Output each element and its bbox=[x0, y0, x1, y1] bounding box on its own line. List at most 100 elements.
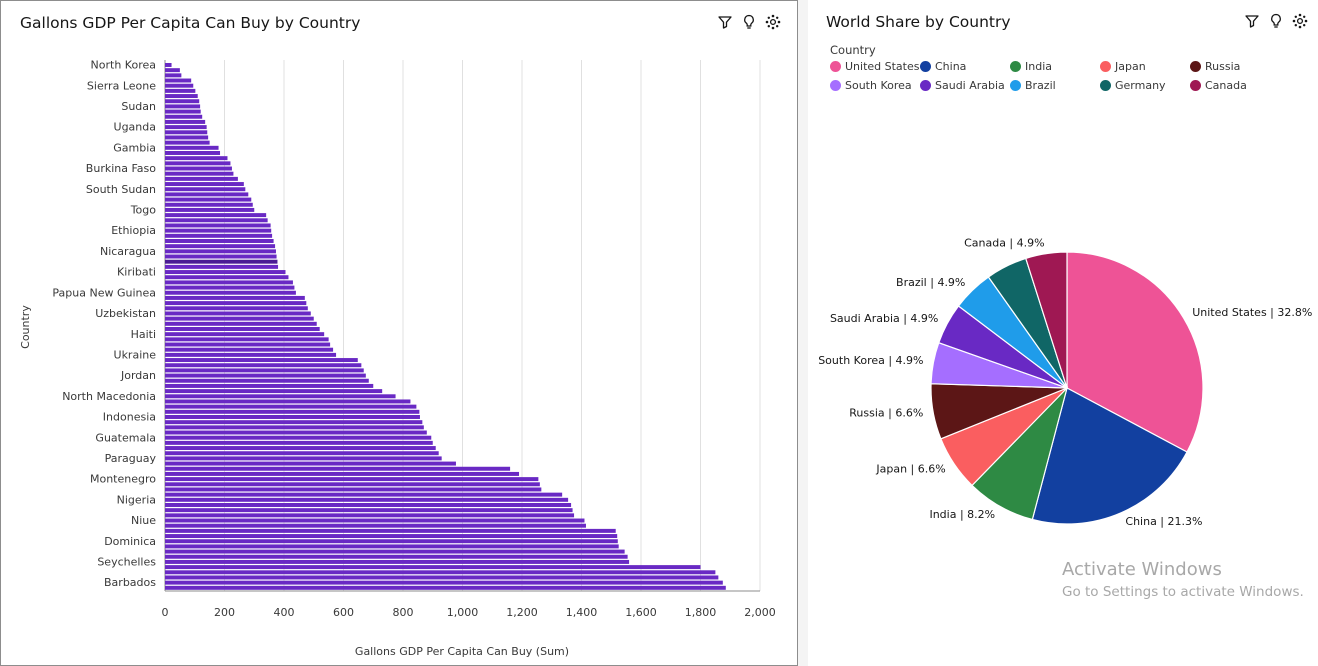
bar[interactable] bbox=[165, 477, 539, 482]
bar[interactable] bbox=[165, 430, 427, 435]
bar[interactable] bbox=[165, 306, 308, 311]
bar[interactable] bbox=[165, 130, 208, 135]
bar[interactable] bbox=[165, 223, 271, 228]
bar[interactable] bbox=[165, 135, 209, 140]
bar[interactable] bbox=[165, 337, 329, 342]
bar[interactable] bbox=[165, 94, 198, 99]
bar[interactable] bbox=[165, 290, 296, 295]
bar[interactable] bbox=[165, 151, 221, 155]
bar[interactable] bbox=[165, 270, 286, 275]
bar[interactable] bbox=[165, 207, 255, 212]
bar[interactable] bbox=[165, 187, 246, 192]
pie-slice[interactable] bbox=[987, 257, 1068, 389]
bar[interactable] bbox=[165, 482, 540, 487]
bar[interactable] bbox=[165, 182, 244, 187]
bar[interactable] bbox=[165, 352, 337, 357]
bar[interactable] bbox=[165, 197, 252, 202]
bar[interactable] bbox=[165, 565, 701, 570]
bar[interactable] bbox=[165, 99, 200, 104]
bar[interactable] bbox=[165, 559, 630, 564]
bar[interactable] bbox=[165, 415, 420, 419]
bar[interactable] bbox=[165, 228, 272, 233]
legend-item[interactable]: China bbox=[920, 60, 1010, 73]
pie-slice[interactable] bbox=[930, 383, 1068, 440]
legend-item[interactable]: Saudi Arabia bbox=[920, 79, 1010, 92]
legend-item[interactable]: Brazil bbox=[1010, 79, 1100, 92]
legend-item[interactable]: South Korea bbox=[830, 79, 920, 92]
bar[interactable] bbox=[165, 518, 585, 523]
bar[interactable] bbox=[165, 534, 618, 539]
bar[interactable] bbox=[165, 109, 201, 114]
bar[interactable] bbox=[165, 378, 369, 383]
pie-slice[interactable] bbox=[1025, 251, 1068, 389]
pie-slice[interactable] bbox=[971, 385, 1069, 521]
bar[interactable] bbox=[165, 383, 374, 388]
bar[interactable] bbox=[165, 218, 268, 223]
bar[interactable] bbox=[165, 508, 573, 513]
bar[interactable] bbox=[165, 233, 273, 238]
bar[interactable] bbox=[165, 301, 307, 306]
bar[interactable] bbox=[165, 295, 305, 300]
bar[interactable] bbox=[165, 440, 433, 445]
bar[interactable] bbox=[165, 363, 362, 368]
bar[interactable] bbox=[165, 471, 520, 476]
bar[interactable] bbox=[165, 544, 619, 549]
bar[interactable] bbox=[165, 73, 182, 78]
bar[interactable] bbox=[165, 461, 456, 466]
bar[interactable] bbox=[165, 466, 511, 471]
bar[interactable] bbox=[165, 275, 289, 280]
legend-item[interactable]: Canada bbox=[1190, 79, 1280, 92]
bar[interactable] bbox=[165, 176, 238, 181]
bar[interactable] bbox=[165, 585, 726, 590]
bar[interactable] bbox=[165, 78, 192, 83]
bar[interactable] bbox=[165, 192, 249, 197]
bar[interactable] bbox=[165, 239, 274, 243]
bar[interactable] bbox=[165, 503, 572, 507]
bar[interactable] bbox=[165, 373, 366, 378]
pie-slice[interactable] bbox=[940, 387, 1068, 487]
bar[interactable] bbox=[165, 389, 383, 394]
bar[interactable] bbox=[165, 311, 311, 316]
bar[interactable] bbox=[165, 446, 436, 451]
bar[interactable] bbox=[165, 368, 364, 373]
bar[interactable] bbox=[165, 332, 325, 337]
bar[interactable] bbox=[165, 554, 628, 559]
pie-slice[interactable] bbox=[1066, 251, 1204, 453]
bar[interactable] bbox=[165, 420, 423, 425]
filter-icon[interactable] bbox=[1244, 12, 1260, 30]
legend-item[interactable]: India bbox=[1010, 60, 1100, 73]
bar[interactable] bbox=[165, 244, 276, 249]
bar[interactable] bbox=[165, 435, 432, 440]
bar[interactable] bbox=[165, 487, 542, 492]
bar[interactable] bbox=[165, 156, 228, 161]
bar[interactable] bbox=[165, 125, 207, 130]
legend-item[interactable]: Japan bbox=[1100, 60, 1190, 73]
bar[interactable] bbox=[165, 88, 196, 93]
settings-icon[interactable] bbox=[1292, 12, 1308, 30]
bar[interactable] bbox=[165, 327, 320, 331]
legend-item[interactable]: United States bbox=[830, 60, 920, 73]
bar[interactable] bbox=[165, 549, 625, 554]
bar[interactable] bbox=[165, 171, 234, 176]
bar[interactable] bbox=[165, 399, 411, 404]
bar[interactable] bbox=[165, 83, 194, 88]
bar[interactable] bbox=[165, 456, 442, 461]
bar[interactable] bbox=[165, 202, 253, 207]
settings-icon[interactable] bbox=[765, 13, 781, 31]
pie-slice[interactable] bbox=[1031, 387, 1188, 525]
bar[interactable] bbox=[165, 104, 201, 109]
lightbulb-icon[interactable] bbox=[1268, 12, 1284, 30]
lightbulb-icon[interactable] bbox=[741, 13, 757, 31]
bar[interactable] bbox=[165, 321, 317, 326]
bar[interactable] bbox=[165, 513, 575, 518]
legend-item[interactable]: Russia bbox=[1190, 60, 1280, 73]
bar[interactable] bbox=[165, 497, 569, 502]
bar[interactable] bbox=[165, 580, 723, 585]
bar[interactable] bbox=[165, 140, 210, 145]
bar[interactable] bbox=[165, 575, 719, 580]
pie-slice[interactable] bbox=[957, 276, 1068, 389]
filter-icon[interactable] bbox=[717, 13, 733, 31]
bar[interactable] bbox=[165, 342, 331, 347]
bar[interactable] bbox=[165, 394, 396, 399]
bar[interactable] bbox=[165, 119, 206, 124]
